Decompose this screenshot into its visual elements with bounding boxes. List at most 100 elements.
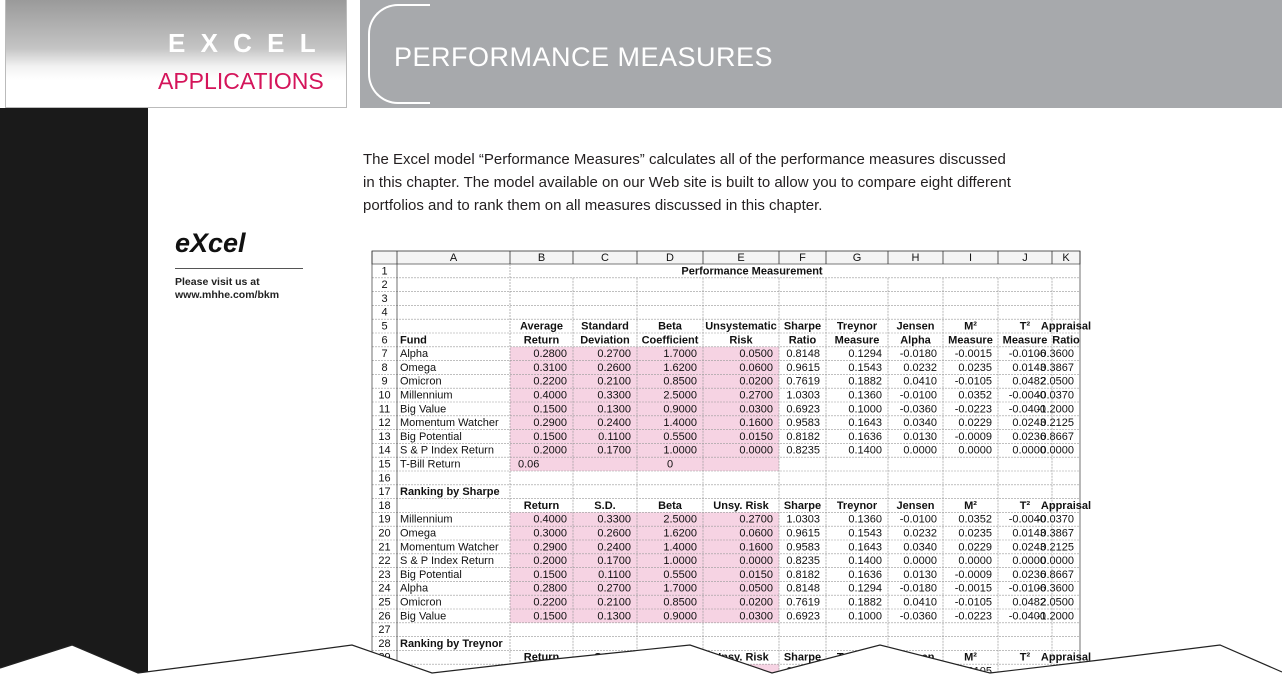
cell-value: 0.2700 (597, 348, 631, 360)
row-number: 9 (381, 376, 387, 388)
cell-value: Standard (581, 321, 629, 333)
cell-value: 0.0000 (1012, 555, 1046, 567)
cell-value: 0.2900 (533, 417, 567, 429)
cell-value: 0.0229 (958, 417, 992, 429)
row-number: 22 (378, 555, 390, 567)
row-label: Millennium (400, 390, 453, 402)
cell-value: -0.0180 (900, 348, 937, 360)
cell-value: Appraisal (1041, 652, 1091, 664)
cell-value: 0.0300 (739, 610, 773, 622)
cell-value: Unsy. Risk (713, 500, 769, 512)
logo-rule (175, 268, 303, 269)
input-cell-bg (510, 374, 779, 389)
cell-value: 0.2125 (1040, 417, 1074, 429)
cell-value: 0.0000 (903, 445, 937, 457)
cell-value: 0.0300 (739, 403, 773, 415)
cell-value: 1.4000 (663, 541, 697, 553)
row-number: 28 (378, 638, 390, 650)
cell-value: 0.1543 (848, 528, 882, 540)
row-label: Ranking by Treynor (400, 638, 503, 650)
cell-value: 0.1543 (848, 362, 882, 374)
cell-value: 0.1500 (533, 610, 567, 622)
cell-value: 2.5000 (663, 390, 697, 402)
cell-value: Measure (948, 334, 993, 346)
input-cell-bg (510, 443, 779, 458)
cell-value: 0.0200 (739, 597, 773, 609)
page-title: PERFORMANCE MEASURES (394, 42, 774, 72)
cell-value: -0.0400 (1009, 403, 1046, 415)
cell-value: 0.0229 (958, 541, 992, 553)
cell-value: 0.1360 (848, 514, 882, 526)
intro-line: portfolios and to rank them on all measu… (363, 197, 823, 214)
cell-value: 0.8148 (786, 348, 820, 360)
cell-value: Performance Measurement (681, 265, 823, 277)
cell-value: 0.0130 (903, 569, 937, 581)
cell-value: 0.2400 (597, 541, 631, 553)
cell-value: 0.8667 (1040, 569, 1074, 581)
cell-value: 0.1882 (848, 376, 882, 388)
cell-value: 0.1500 (533, 431, 567, 443)
cell-value: T² (1020, 500, 1031, 512)
row-number: 23 (378, 569, 390, 581)
cell-value: 1.6200 (663, 362, 697, 374)
row-label: Fund (400, 334, 427, 346)
band-curve (368, 4, 430, 104)
visit-url: www.mhhe.com/bkm (175, 289, 280, 301)
cell-value: 0.0352 (958, 514, 992, 526)
row-number: 19 (378, 514, 390, 526)
cell-value: -0.0100 (900, 514, 937, 526)
cell-value: -0.0105 (955, 597, 992, 609)
cell-value: -0.0106 (1009, 348, 1046, 360)
cell-value: 2.0500 (1040, 376, 1074, 388)
cell-value: Treynor (837, 500, 878, 512)
row-number: 20 (378, 528, 390, 540)
cell-value: -0.0400 (1009, 610, 1046, 622)
row-label: Omega (400, 528, 437, 540)
cell-value: 0.0600 (739, 528, 773, 540)
cell-value: 0.1400 (848, 445, 882, 457)
column-letter: G (853, 252, 862, 264)
cell-value: Beta (658, 500, 683, 512)
cell-value: -0.0105 (955, 376, 992, 388)
cell-value: 0.0235 (958, 362, 992, 374)
row-number: 2 (381, 279, 387, 291)
cell-value: 0.0130 (903, 431, 937, 443)
torn-edge-fill (0, 645, 1282, 675)
torn-edge (0, 644, 1282, 674)
row-number: 3 (381, 293, 387, 305)
cell-value: 0.3100 (533, 362, 567, 374)
cell-value: 1.0000 (663, 555, 697, 567)
cell-value: 0.2000 (533, 445, 567, 457)
cell-value: 0.9615 (786, 528, 820, 540)
cell-value: 0.0000 (958, 445, 992, 457)
cell-value: 0.1500 (533, 403, 567, 415)
cell-value: Measure (835, 334, 880, 346)
cell-value: 0.0000 (903, 555, 937, 567)
row-label: Omicron (400, 376, 442, 388)
cell-value: 0.1000 (848, 403, 882, 415)
cell-value: Alpha (900, 334, 931, 346)
cell-value: 2.0500 (1040, 597, 1074, 609)
cell-value: 0.1000 (848, 610, 882, 622)
cell-value: Coefficient (642, 334, 699, 346)
cell-value: 0.1643 (848, 541, 882, 553)
cell-value: 0.0143 (1012, 528, 1046, 540)
row-number: 16 (378, 472, 390, 484)
cell-value: 0.4000 (533, 390, 567, 402)
cell-value: 0.0236 (1012, 569, 1046, 581)
cell-value: S.D. (594, 500, 615, 512)
cell-value: 0.0235 (958, 528, 992, 540)
cell-value: 0.7619 (786, 376, 820, 388)
cell-value: 0.1882 (848, 597, 882, 609)
row-number: 18 (378, 500, 390, 512)
cell-value: 0.1100 (598, 431, 631, 443)
cell-value: -1.2000 (1037, 403, 1074, 415)
input-cell-bg (510, 415, 779, 430)
cell-value: 0.2200 (533, 376, 567, 388)
cell-value: Appraisal (1041, 321, 1091, 333)
cell-value: Unsystematic (705, 321, 777, 333)
cell-value: 0.0600 (739, 362, 773, 374)
input-cell-bg (510, 402, 779, 416)
row-number: 26 (378, 610, 390, 622)
row-label: S & P Index Return (400, 445, 494, 457)
